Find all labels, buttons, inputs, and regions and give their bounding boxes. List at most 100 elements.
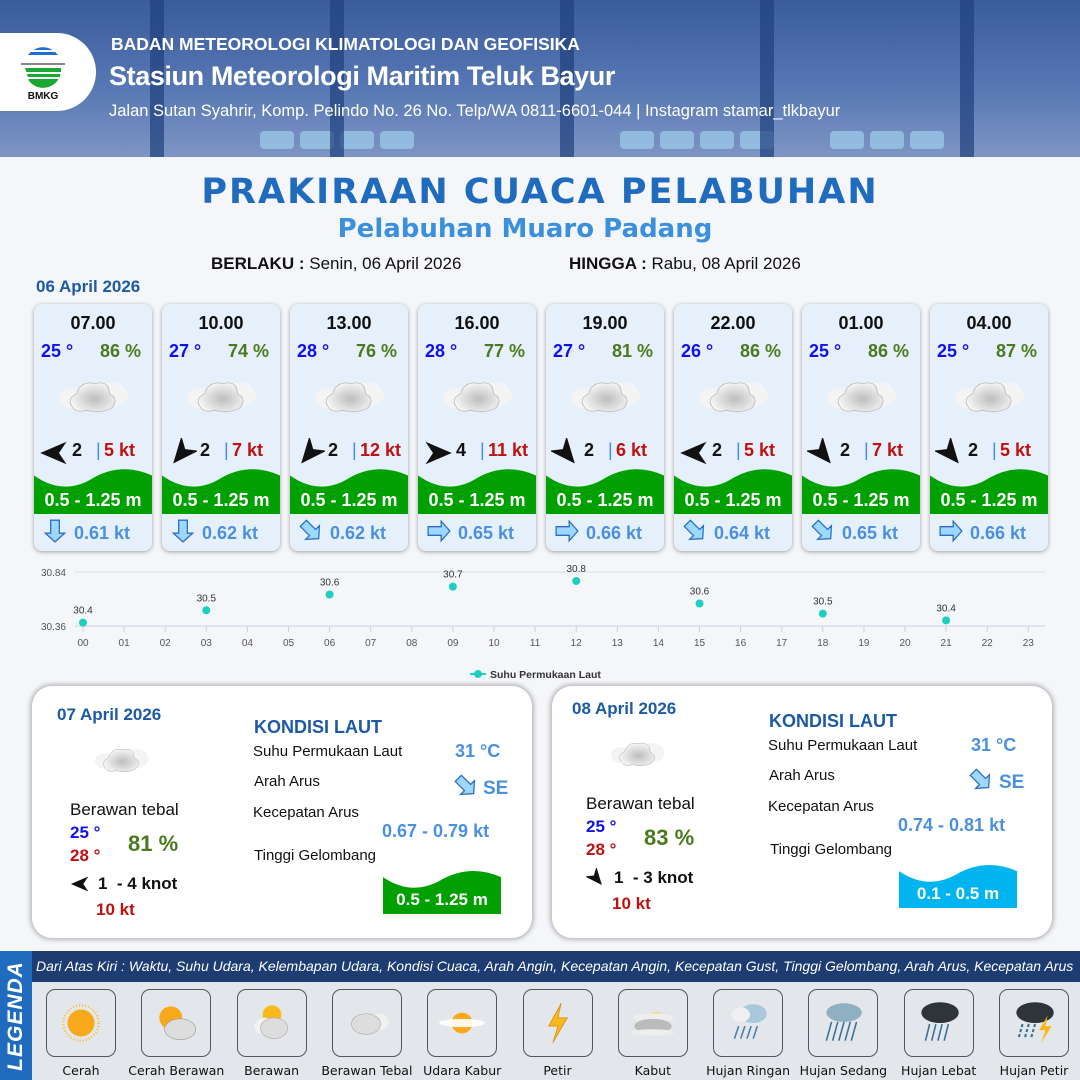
- waiting-chair: [660, 131, 694, 149]
- window-frame: [960, 0, 974, 157]
- wave-icon: [899, 860, 1017, 913]
- wave-height: 0.5 - 1.25 m: [940, 490, 1038, 510]
- data-point[interactable]: [572, 577, 581, 585]
- wave-height-value: 0.1 - 0.5 m: [916, 884, 1000, 903]
- data-point[interactable]: [79, 618, 87, 627]
- data-point[interactable]: [818, 609, 827, 618]
- x-tick-label: 13: [612, 638, 624, 649]
- forecast-card: 10.00 27 ° 74 % 2 | 7 kt 0.5 - 1.25 m 0.…: [162, 304, 280, 551]
- x-tick-label: 12: [571, 638, 583, 649]
- legend-description: Dari Atas Kiri : Waktu, Suhu Udara, Kele…: [32, 951, 1080, 982]
- wave-height-label: Tinggi Gelombang: [770, 841, 893, 858]
- page-title: PRAKIRAAN CUACA PELABUHAN: [201, 172, 879, 212]
- heavy-rain-icon: [903, 989, 974, 1057]
- wind-speed: 2: [840, 440, 851, 460]
- wave-height: 0.5 - 1.25 m: [300, 490, 398, 510]
- current-direction-icon: [810, 518, 836, 549]
- waiting-chair: [830, 131, 864, 149]
- forecast-card: 01.00 25 ° 86 % 2 | 7 kt 0.5 - 1.25 m 0.…: [802, 304, 920, 551]
- current-speed-label: Kecepatan Arus: [768, 798, 874, 815]
- divider: |: [608, 440, 613, 460]
- waiting-chair: [340, 131, 374, 149]
- humidity: 81 %: [611, 341, 653, 361]
- min-temperature: 25 °: [70, 823, 101, 842]
- wind-speed: 2: [328, 440, 339, 460]
- x-tick-label: 14: [653, 638, 665, 649]
- window-frame: [760, 0, 774, 157]
- forecast-time: 07.00: [70, 313, 116, 333]
- y-tick-label: 30.36: [41, 622, 66, 633]
- humidity: 74 %: [227, 341, 269, 361]
- divider: |: [736, 440, 741, 460]
- x-tick-label: 20: [899, 638, 911, 649]
- forecast-time: 01.00: [838, 313, 884, 333]
- max-temperature: 28 °: [70, 846, 101, 865]
- cloud-icon: [442, 376, 514, 421]
- legend-label[interactable]: Suhu Permukaan Laut: [490, 669, 601, 681]
- wave-icon: [930, 464, 1048, 519]
- data-point[interactable]: [325, 590, 334, 599]
- x-tick-label: 11: [530, 638, 541, 649]
- data-label: 30.8: [566, 564, 586, 575]
- legend-title: LEGENDA: [4, 960, 27, 1071]
- legend-item-label: Petir: [543, 1063, 572, 1078]
- min-temperature: 25 °: [586, 817, 617, 836]
- valid-from: BERLAKU : Senin, 06 April 2026: [211, 254, 461, 274]
- legend-item-label: Kabut: [634, 1063, 671, 1078]
- divider: |: [480, 440, 485, 460]
- gust-speed: 10 kt: [96, 900, 135, 919]
- wind-direction-icon: [933, 436, 965, 473]
- wind-direction-icon: [423, 438, 453, 473]
- cloud-icon: [570, 376, 642, 421]
- forecast-card: 16.00 28 ° 77 % 4 | 11 kt 0.5 - 1.25 m 0…: [418, 304, 536, 551]
- sst-label: Suhu Permukaan Laut: [253, 743, 403, 760]
- wave-icon: [162, 464, 280, 519]
- sun-cloud-icon: [141, 989, 212, 1057]
- legend-item-label: Cerah: [62, 1063, 100, 1078]
- air-temperature: 28 °: [425, 341, 458, 361]
- agency-name: BADAN METEOROLOGI KLIMATOLOGI DAN GEOFIS…: [111, 34, 580, 54]
- wave-height: 0.5 - 1.25 m: [556, 490, 654, 510]
- current-direction-value: SE: [999, 772, 1025, 793]
- current-direction-value: SE: [483, 778, 509, 799]
- waiting-chair: [380, 131, 414, 149]
- x-tick-label: 18: [817, 638, 829, 649]
- gust-speed: 10 kt: [612, 894, 651, 913]
- legend-marker: [474, 670, 482, 678]
- humidity: 86 %: [867, 341, 909, 361]
- panel-date: 07 April 2026: [57, 705, 162, 724]
- x-tick-label: 19: [858, 638, 870, 649]
- page-subtitle: Pelabuhan Muaro Padang: [337, 214, 713, 244]
- data-point[interactable]: [695, 599, 704, 608]
- sea-condition-title: KONDISI LAUT: [254, 717, 382, 737]
- cloud-icon: [826, 376, 898, 421]
- sea-temperature-chart: 30.84 30.36 00 01 02 03 04 05 06 07 08 09 10 11 12 13 14…: [41, 564, 1045, 681]
- data-label: 30.5: [813, 597, 833, 608]
- wave-height: 0.5 - 1.25 m: [172, 490, 270, 510]
- current-speed: 0.66 kt: [970, 523, 1027, 543]
- data-point[interactable]: [942, 616, 951, 625]
- current-direction-icon: [938, 518, 964, 549]
- divider: |: [992, 440, 997, 460]
- cloud-icon: [331, 989, 402, 1057]
- forecast-card: 19.00 27 ° 81 % 2 | 6 kt 0.5 - 1.25 m 0.…: [546, 304, 664, 551]
- thunderstorm-icon: [999, 989, 1069, 1057]
- air-temperature: 25 °: [809, 341, 842, 361]
- bmkg-logo: BMKG: [0, 33, 96, 111]
- wind-direction-icon: [805, 436, 837, 473]
- x-tick-label: 01: [119, 638, 131, 649]
- gust-speed: 5 kt: [104, 440, 136, 460]
- data-point[interactable]: [202, 606, 211, 615]
- lightning-icon: [522, 989, 593, 1057]
- air-temperature: 25 °: [41, 341, 74, 361]
- cloud-icon: [58, 376, 130, 421]
- gust-speed: 7 kt: [872, 440, 904, 460]
- wind-speed: 4: [456, 440, 467, 460]
- station-address: Jalan Sutan Syahrir, Komp. Pelindo No. 2…: [109, 102, 841, 120]
- sst-value: 31 °C: [971, 735, 1017, 755]
- x-tick-label: 06: [324, 638, 336, 649]
- current-direction-icon: [682, 518, 708, 549]
- forecast-time: 22.00: [710, 313, 756, 333]
- data-point[interactable]: [448, 582, 457, 591]
- air-temperature: 26 °: [681, 341, 714, 361]
